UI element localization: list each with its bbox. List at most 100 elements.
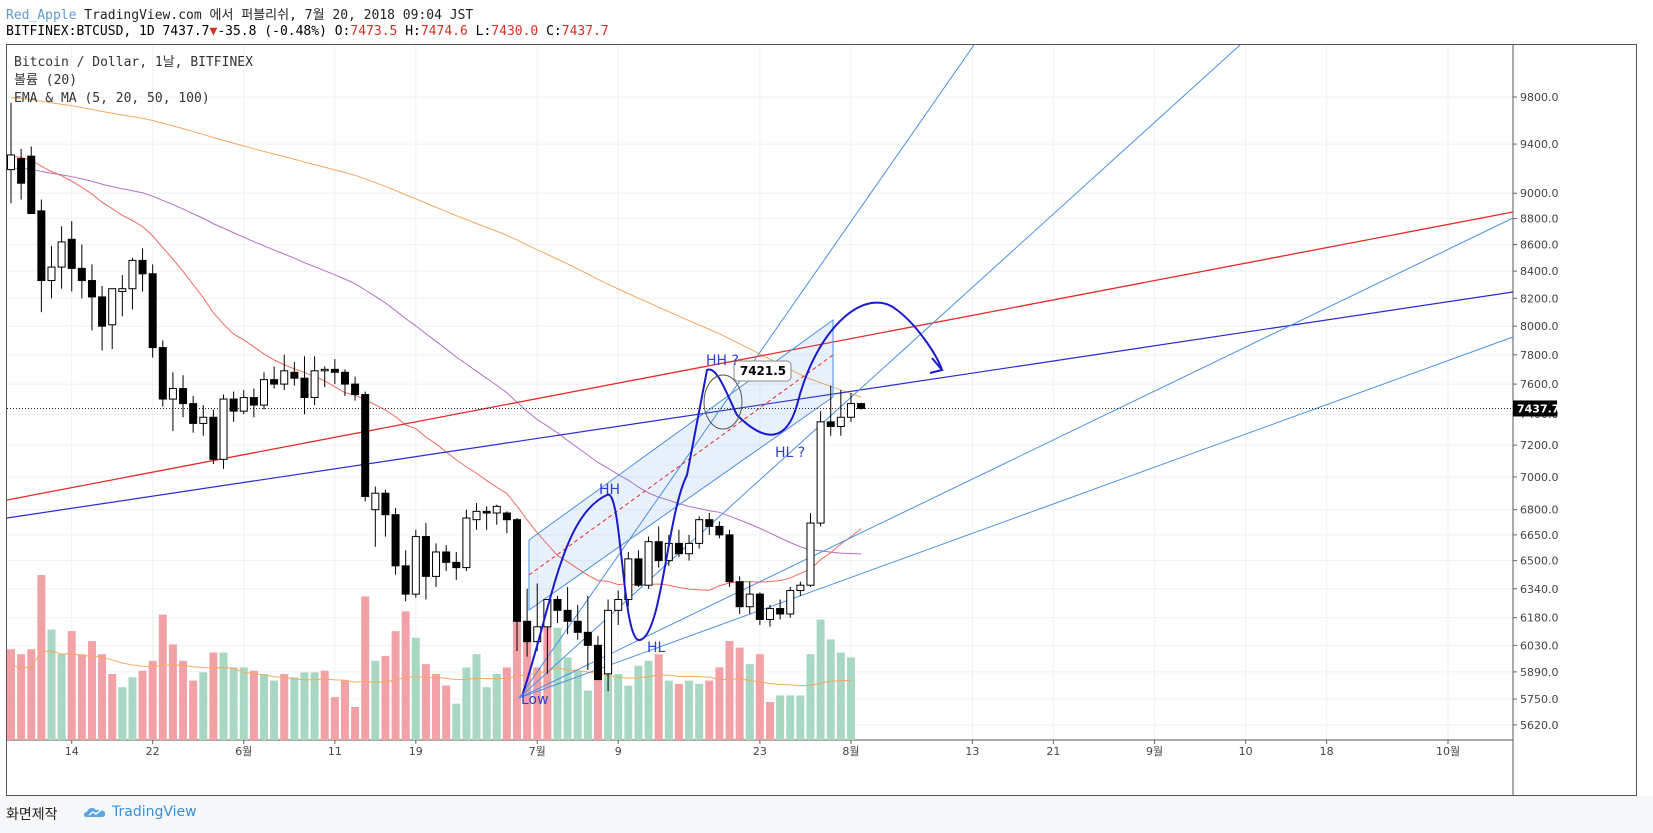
volume-bar [543,616,552,740]
candle-body [340,371,349,385]
candle-body [816,421,825,524]
candle-body [846,403,855,418]
price-callout-label: 7421.5 [740,364,786,378]
chart-frame[interactable]: 14 22 6월 11 19 7월 9 23 8월 13 21 9월 10 18 10월 5620.0 5750… [6,44,1637,796]
volume-bar [786,695,795,740]
candle-body [685,542,694,555]
candle-body [7,154,15,171]
volume-bar [452,703,461,740]
volume-bar [432,674,441,740]
volume-bar [260,674,268,740]
candle-body [391,514,400,567]
volume-bar [836,652,845,740]
volume-bar [128,677,137,740]
candle-body [553,599,562,611]
candle-body [118,288,127,292]
volume-bar [17,654,26,740]
candle-body [87,280,96,298]
price-callout-box [733,360,792,382]
volume-bar [614,674,623,740]
volume-bar [108,674,117,740]
volume-bar [593,670,602,740]
publish-line: Red_Apple TradingView.com 에서 퍼블리쉬, 7월 20… [6,4,473,23]
candle-body [300,377,309,399]
volume-bar [77,654,86,740]
volume-bar [249,670,258,740]
price-change: -35.8 (-0.48%) [217,24,327,39]
close-label: C: [546,24,562,39]
x-tick-label: 11 [328,745,342,758]
x-tick-label: 21 [1046,745,1060,758]
y-tick-label: 8400.0 [1520,265,1559,278]
candle-body [128,259,137,290]
candle-body [674,542,683,555]
author-name[interactable]: Red_Apple [6,8,77,23]
red-trendline [7,211,1514,501]
candle-body [634,558,643,586]
x-tick-label: 13 [965,745,979,758]
candle-body [138,259,147,275]
candle-body [229,398,238,412]
x-tick-label: 14 [65,745,79,758]
candle-body [442,551,451,563]
x-tick-label: 7월 [529,745,546,758]
candle-body [482,510,491,514]
volume-bar [411,637,420,740]
volume-bar [533,667,542,740]
candle-body [260,379,268,406]
volume-bar [472,654,481,740]
annotation-label: HH [599,482,620,498]
volume-bar [695,683,704,740]
candle-body [614,599,623,611]
x-tick-label: 19 [409,745,423,758]
candle-body [836,416,845,427]
volume-bar [573,670,582,740]
volume-bar [766,702,774,740]
volume-bar [199,672,208,740]
volume-bar [776,695,785,740]
volume-bar [624,685,633,740]
volume-bar [98,654,107,740]
volume-bar [87,641,96,740]
highlight-ellipse [703,374,743,430]
footer-credit: 화면제작 [6,807,58,823]
candle-body [705,519,714,527]
candle-body [523,620,532,643]
volume-bar [280,674,289,740]
volume-bar [340,680,349,740]
candle-body [290,371,299,379]
price-channel [528,319,834,611]
candle-body [432,551,441,577]
fan-line [518,217,1514,699]
candle-body [57,241,66,268]
candle-body [766,608,774,620]
volume-bar [290,677,299,740]
candle-body [593,644,602,681]
y-tick-label: 8200.0 [1520,292,1559,305]
candle-body [168,388,177,400]
symbol-info: BITFINEX:BTCUSD, 1D 7437.7 [6,24,210,39]
tradingview-logo[interactable]: TradingView [84,804,197,820]
cloud-icon [84,808,106,817]
volume-bar [229,667,238,740]
candle-body [351,383,360,396]
volume-bar [745,664,754,740]
x-tick-label: 10월 [1436,745,1460,758]
x-tick-label: 10 [1239,745,1253,758]
y-tick-label: 9000.0 [1520,187,1559,200]
volume-bar [796,695,805,740]
candle-body [239,397,248,412]
price-chart[interactable]: 14 22 6월 11 19 7월 9 23 8월 13 21 9월 10 18 10월 5620.0 5750… [7,45,1636,795]
high-value: 7474.6 [420,24,468,39]
volume-bar [502,667,511,740]
y-tick-label: 9800.0 [1520,91,1559,104]
fan-line [518,45,1241,699]
volume-bar [826,639,835,740]
candle-body [735,581,744,608]
candle-body [715,525,724,536]
volume-bar [644,660,653,740]
candle-body [563,609,572,622]
volume-bar [7,649,15,740]
candle-body [98,296,107,327]
last-price-label: 7437.7 [1517,402,1559,415]
